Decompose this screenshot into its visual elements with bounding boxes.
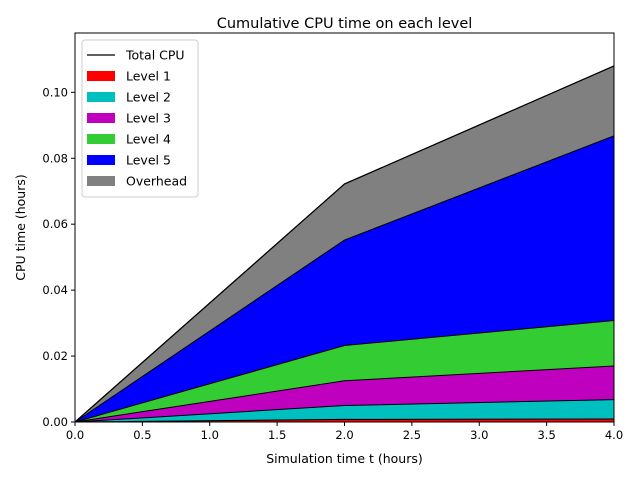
- area-level-1: [75, 419, 614, 422]
- y-tick-label: 0.08: [42, 151, 68, 165]
- y-tick-label: 0.06: [42, 217, 68, 231]
- chart-title: Cumulative CPU time on each level: [217, 16, 473, 32]
- x-tick-label: 0.0: [66, 428, 84, 442]
- legend-swatch-level-4: [87, 134, 115, 144]
- area-level-2: [75, 399, 614, 422]
- x-tick-label: 2.0: [335, 428, 353, 442]
- legend-label-level-2: Level 2: [126, 90, 171, 105]
- legend-label-level-4: Level 4: [126, 132, 171, 147]
- legend-swatch-overhead: [87, 176, 115, 186]
- legend-label-level-5: Level 5: [126, 153, 171, 168]
- stacked-areas: [75, 65, 614, 423]
- legend-swatch-level-2: [87, 92, 115, 102]
- boundary-level-5: [74, 135, 615, 423]
- y-tick-label: 0.00: [42, 415, 68, 429]
- legend-swatch-level-5: [87, 155, 115, 165]
- plot-frame: [74, 32, 615, 423]
- x-tick-label: 3.5: [537, 428, 555, 442]
- y-axis-label: CPU time (hours): [13, 174, 28, 281]
- x-tick-label: 1.5: [268, 428, 286, 442]
- boundary-level-4: [74, 319, 615, 423]
- area-level-4: [75, 320, 614, 422]
- legend-label-total-cpu: Total CPU: [125, 48, 185, 63]
- total-cpu-line: [74, 65, 615, 423]
- legend-label-level-3: Level 3: [126, 111, 171, 126]
- area-level-3: [75, 365, 614, 422]
- boundary-level-3: [74, 365, 615, 423]
- x-tick-label: 0.5: [133, 428, 151, 442]
- legend: Total CPU Level 1 Level 2 Level 3 Level 4 Lev…: [81, 39, 199, 198]
- x-tick-label: 3.0: [470, 428, 488, 442]
- x-axis-label: Simulation time t (hours): [266, 451, 423, 466]
- legend-swatch-level-1: [87, 71, 115, 81]
- area-boundaries: [74, 65, 615, 423]
- legend-label-overhead: Overhead: [126, 174, 187, 189]
- x-tick-label: 1.0: [201, 428, 219, 442]
- y-tick-label: 0.04: [42, 283, 68, 297]
- legend-swatch-level-3: [87, 113, 115, 123]
- axis-ticks: 0.0 0.5 1.0 1.5 2.0 2.5 3.0 3.5 4.0 0.00 0.02 0.04 0…: [42, 85, 623, 442]
- boundary-level-1: [74, 418, 615, 423]
- x-tick-label: 4.0: [605, 428, 623, 442]
- legend-label-level-1: Level 1: [126, 69, 171, 84]
- x-tick-label: 2.5: [403, 428, 421, 442]
- area-level-5: [75, 135, 614, 422]
- y-tick-label: 0.10: [42, 85, 68, 99]
- boundary-level-2: [74, 399, 615, 423]
- area-overhead: [75, 65, 614, 423]
- y-tick-label: 0.02: [42, 349, 68, 363]
